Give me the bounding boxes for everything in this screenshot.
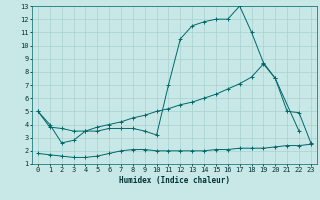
X-axis label: Humidex (Indice chaleur): Humidex (Indice chaleur) xyxy=(119,176,230,185)
